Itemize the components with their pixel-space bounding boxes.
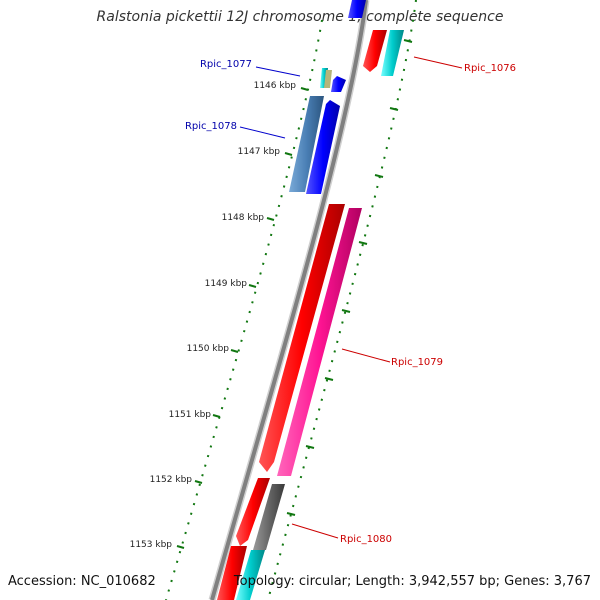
topology-text: Topology: circular; Length: 3,942,557 bp… [233,574,591,589]
gene-red-bottom[interactable] [217,546,247,600]
gene-rpic-1077-neighbor[interactable] [324,70,332,88]
tick-label-1146: 1146 kbp [254,81,297,91]
gene-red-large[interactable] [259,204,345,472]
tick-label-1153: 1153 kbp [130,540,173,550]
callout-rpic-1080 [291,523,339,539]
gene-rpic-1079[interactable] [277,208,362,476]
tick-label-1147: 1147 kbp [238,147,281,157]
tick-label-1149: 1149 kbp [205,279,248,289]
gene-label-rpic-1077[interactable]: Rpic_1077 [200,59,252,70]
gene-rpic-1076-red[interactable] [363,30,387,72]
inner-dotted-track [165,19,323,600]
map-title: Ralstonia pickettii 12J chromosome 1, co… [96,9,504,25]
gene-label-rpic-1079[interactable]: Rpic_1079 [391,357,443,368]
accession-text: Accession: NC_010682 [8,574,156,589]
gene-blue-large[interactable] [306,100,340,194]
gene-small-blue[interactable] [331,76,346,92]
backbone [210,0,368,600]
gene-cyan-bottom[interactable] [236,550,265,600]
gene-label-rpic-1078[interactable]: Rpic_1078 [185,121,237,132]
gene-rpic-1080[interactable] [253,484,285,550]
tick-label-1150: 1150 kbp [187,344,230,354]
callout-rpic-1078 [239,126,286,139]
callout-rpic-1079 [341,348,391,363]
tick-marks [176,39,413,549]
callout-rpic-1076 [413,56,463,69]
callout-rpic-1077 [255,66,301,77]
gene-label-rpic-1080[interactable]: Rpic_1080 [340,534,392,545]
tick-label-1148: 1148 kbp [222,213,265,223]
gene-label-rpic-1076[interactable]: Rpic_1076 [464,63,516,74]
gene-red-lower[interactable] [236,478,270,546]
gene-top-blue[interactable] [348,0,366,18]
tick-label-1152: 1152 kbp [150,475,193,485]
gene-rpic-1076-cyan[interactable] [381,30,404,76]
tick-label-1151: 1151 kbp [169,410,212,420]
gene-rpic-1078[interactable] [289,96,324,192]
